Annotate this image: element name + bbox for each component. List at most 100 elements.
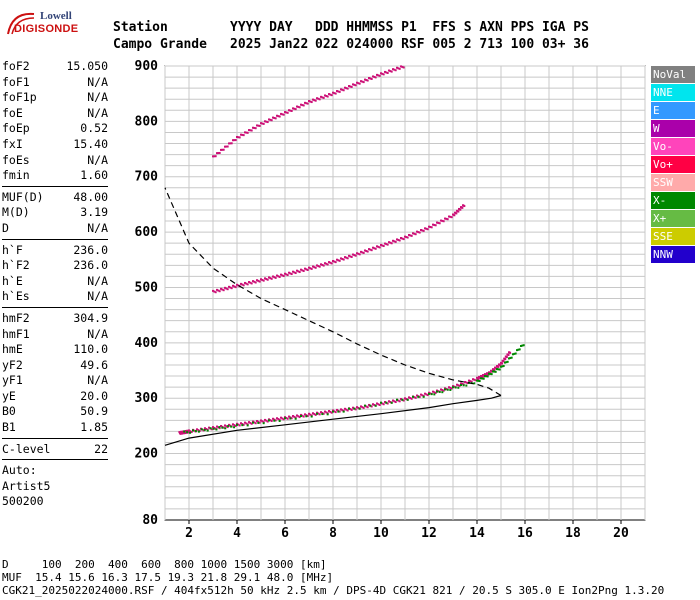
ionogram-trace-point bbox=[292, 107, 294, 110]
ionogram-trace-point bbox=[304, 413, 306, 416]
ionogram-trace-point bbox=[437, 221, 440, 224]
ionogram-trace-point bbox=[449, 386, 452, 389]
param-label: h`E bbox=[2, 273, 23, 288]
ionogram-trace-point bbox=[505, 356, 508, 359]
footer-file-info: CGK21_2025022024000.RSF / 404fx512h 50 k… bbox=[2, 584, 665, 597]
ionogram-trace-point bbox=[274, 276, 277, 279]
ionogram-trace-point bbox=[480, 377, 482, 380]
ionogram-trace-point bbox=[374, 404, 377, 407]
ionogram-trace-point bbox=[510, 356, 513, 359]
ionogram-trace-point bbox=[277, 115, 280, 118]
ionogram-trace-point bbox=[197, 430, 200, 433]
ionogram-trace-point bbox=[325, 262, 328, 265]
ionogram-trace-point bbox=[469, 380, 472, 383]
param-value: 15.40 bbox=[73, 136, 108, 151]
ionogram-trace-point bbox=[300, 103, 302, 106]
ionogram-trace-point bbox=[225, 425, 228, 428]
ionogram-trace-point bbox=[444, 388, 446, 391]
ionogram-trace-point bbox=[333, 92, 336, 95]
ionogram-trace-point bbox=[440, 388, 442, 391]
ionogram-trace-point bbox=[341, 409, 344, 412]
ionogram-trace-point bbox=[318, 413, 321, 416]
ionogram-trace-point bbox=[488, 372, 490, 375]
ionogram-trace-point bbox=[448, 215, 450, 218]
ionogram-trace-point bbox=[312, 98, 314, 101]
y-tick-label: 200 bbox=[135, 447, 159, 462]
ionogram-trace-point bbox=[292, 270, 294, 273]
ionogram-trace-point bbox=[390, 242, 393, 245]
ionogram-trace-point bbox=[378, 74, 381, 77]
ionogram-trace-point bbox=[482, 377, 485, 380]
ionogram-trace-point bbox=[216, 288, 218, 291]
ionogram-trace-point bbox=[406, 398, 409, 401]
param-label: hmF2 bbox=[2, 310, 30, 325]
ionogram-trace-point bbox=[358, 407, 361, 410]
ionogram-trace-point bbox=[508, 357, 510, 360]
ionogram-trace-point bbox=[266, 420, 269, 423]
logo-digisonde: DIGISONDE bbox=[14, 23, 79, 35]
ionogram-trace-point bbox=[428, 392, 430, 395]
ionogram-trace-point bbox=[324, 94, 326, 97]
ionogram-trace-point bbox=[330, 411, 333, 414]
ionogram-trace-point bbox=[516, 349, 518, 352]
ionogram-trace-point bbox=[324, 410, 326, 413]
ionogram-trace-point bbox=[450, 216, 453, 219]
ionogram-trace-point bbox=[278, 419, 281, 422]
ionogram-trace-point bbox=[468, 379, 470, 382]
ionogram-trace-point bbox=[257, 279, 260, 282]
ionogram-trace-point bbox=[329, 410, 332, 413]
ionogram-trace-point bbox=[380, 243, 382, 246]
ionogram-trace-point bbox=[272, 275, 274, 278]
ionogram-trace-point bbox=[285, 416, 288, 419]
x-tick-label: 4 bbox=[233, 526, 241, 541]
ionogram-trace-point bbox=[286, 417, 289, 420]
ionogram-trace-point bbox=[360, 80, 362, 83]
ionogram-trace-point bbox=[321, 411, 324, 414]
ionogram-trace-point bbox=[183, 430, 186, 433]
ionogram-trace-point bbox=[241, 283, 244, 286]
x-tick-label: 8 bbox=[329, 526, 337, 541]
ionogram-trace-point bbox=[250, 422, 253, 425]
ionogram-trace-point bbox=[376, 402, 378, 405]
ionogram-trace-point bbox=[289, 109, 292, 112]
ionogram-trace-point bbox=[446, 218, 449, 221]
ionogram-trace-point bbox=[416, 394, 418, 397]
ionogram-trace-point bbox=[401, 65, 404, 68]
ionogram-trace-point bbox=[290, 417, 293, 420]
ionogram-trace-point bbox=[405, 397, 408, 400]
ionogram-trace-point bbox=[316, 412, 318, 415]
ionogram-trace-point bbox=[364, 404, 366, 407]
ionogram-trace-point bbox=[398, 239, 401, 242]
ionogram-trace-point bbox=[441, 391, 444, 394]
ionogram-trace-point bbox=[394, 69, 397, 72]
ionogram-trace-point bbox=[345, 408, 348, 411]
ionogram-trace-point bbox=[321, 96, 324, 99]
ionogram-trace-point bbox=[462, 384, 465, 387]
legend-item: E bbox=[651, 102, 695, 119]
param-value: N/A bbox=[87, 105, 108, 120]
ionogram-trace-point bbox=[430, 393, 433, 396]
param-row: foF1p N/A bbox=[2, 90, 108, 106]
ionogram-trace-point bbox=[340, 88, 342, 91]
ionogram-trace-point bbox=[337, 410, 340, 413]
param-value: 22 bbox=[94, 441, 108, 456]
ionogram-trace-point bbox=[245, 422, 248, 425]
ionogram-trace-point bbox=[460, 382, 462, 385]
ionogram-trace-point bbox=[305, 268, 308, 271]
ionogram-trace-point bbox=[337, 90, 340, 93]
ionogram-trace-point bbox=[481, 376, 484, 379]
param-divider bbox=[2, 185, 108, 187]
y-tick-label: 900 bbox=[135, 59, 159, 74]
ionogram-trace-point bbox=[457, 386, 460, 389]
ionogram-trace-point bbox=[238, 424, 241, 427]
ionogram-trace-point bbox=[270, 277, 273, 280]
ionogram-trace-point bbox=[248, 281, 250, 284]
ionogram-trace-point bbox=[333, 410, 336, 413]
ionogram-trace-point bbox=[409, 397, 412, 400]
ionogram-trace-point bbox=[213, 290, 216, 293]
ionogram-trace-point bbox=[361, 406, 364, 409]
param-row: B1 1.85 bbox=[2, 420, 108, 436]
ionogram-trace-point bbox=[353, 407, 356, 410]
ionogram-trace-point bbox=[209, 427, 212, 430]
